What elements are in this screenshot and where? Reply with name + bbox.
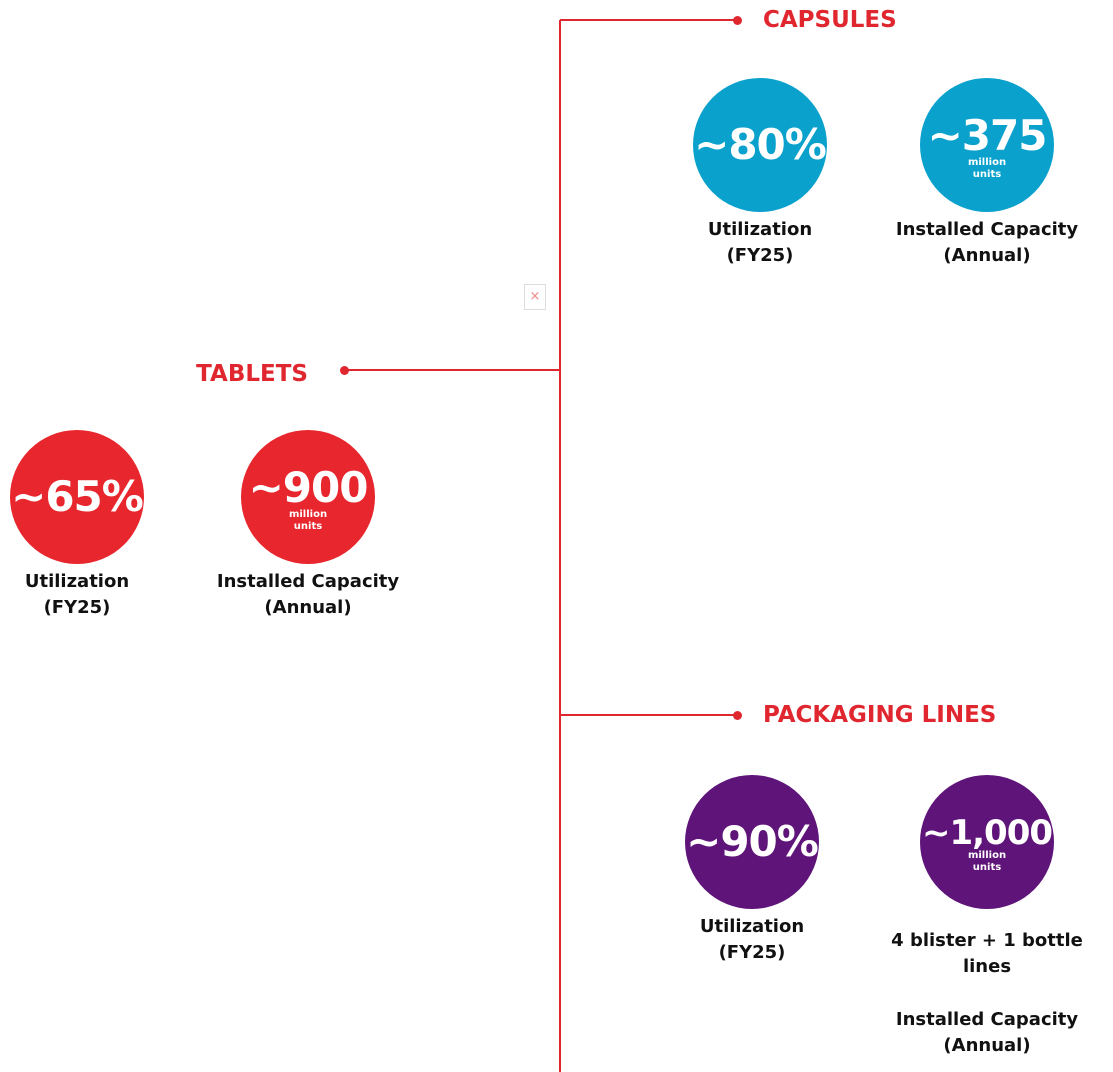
metric-unit: units — [972, 169, 1002, 180]
metric-value: ~375 — [927, 111, 1048, 160]
metric-value: ~80% — [694, 120, 827, 169]
metric-unit: million — [967, 157, 1007, 168]
branch-dot — [340, 366, 349, 375]
metric-unit: million — [288, 509, 328, 520]
metric-circle: ~900 million units — [241, 430, 375, 564]
metric-unit: million — [967, 850, 1007, 861]
broken-image-icon: × — [524, 284, 546, 310]
metric-note: lines — [962, 956, 1012, 977]
branch-line — [560, 714, 738, 716]
section-title: CAPSULES — [763, 7, 897, 33]
metric-label: Utilization — [707, 219, 813, 240]
branch-line — [345, 369, 560, 371]
metric-label: Utilization — [24, 571, 130, 592]
section-title: PACKAGING LINES — [763, 702, 997, 728]
metric-value: ~90% — [686, 817, 819, 866]
metric-note: 4 blister + 1 bottle — [891, 930, 1083, 951]
metric-label: (FY25) — [726, 245, 794, 266]
branch-dot — [733, 711, 742, 720]
metric-label: Installed Capacity — [895, 219, 1079, 240]
metric-unit: units — [293, 521, 323, 532]
metric-value: ~1,000 — [921, 813, 1053, 853]
section-title: TABLETS — [196, 361, 308, 387]
metric-circle: ~375 million units — [920, 78, 1054, 212]
metric-value: ~900 — [248, 463, 369, 512]
metric-label: (Annual) — [264, 597, 352, 618]
branch-dot — [733, 16, 742, 25]
metric-label: (FY25) — [43, 597, 111, 618]
metric-circle: ~90% — [685, 775, 819, 909]
metric-value: ~65% — [11, 472, 144, 521]
metric-label: (Annual) — [943, 1035, 1031, 1056]
trunk-line — [559, 20, 561, 1072]
metric-label: (FY25) — [718, 942, 786, 963]
metric-label: Utilization — [699, 916, 805, 937]
metric-circle: ~65% — [10, 430, 144, 564]
metric-circle: ~80% — [693, 78, 827, 212]
metric-label: Installed Capacity — [216, 571, 400, 592]
metric-unit: units — [972, 862, 1002, 873]
branch-line — [560, 19, 738, 21]
metric-circle: ~1,000 million units — [920, 775, 1054, 909]
metric-label: (Annual) — [943, 245, 1031, 266]
metric-label: Installed Capacity — [895, 1009, 1079, 1030]
